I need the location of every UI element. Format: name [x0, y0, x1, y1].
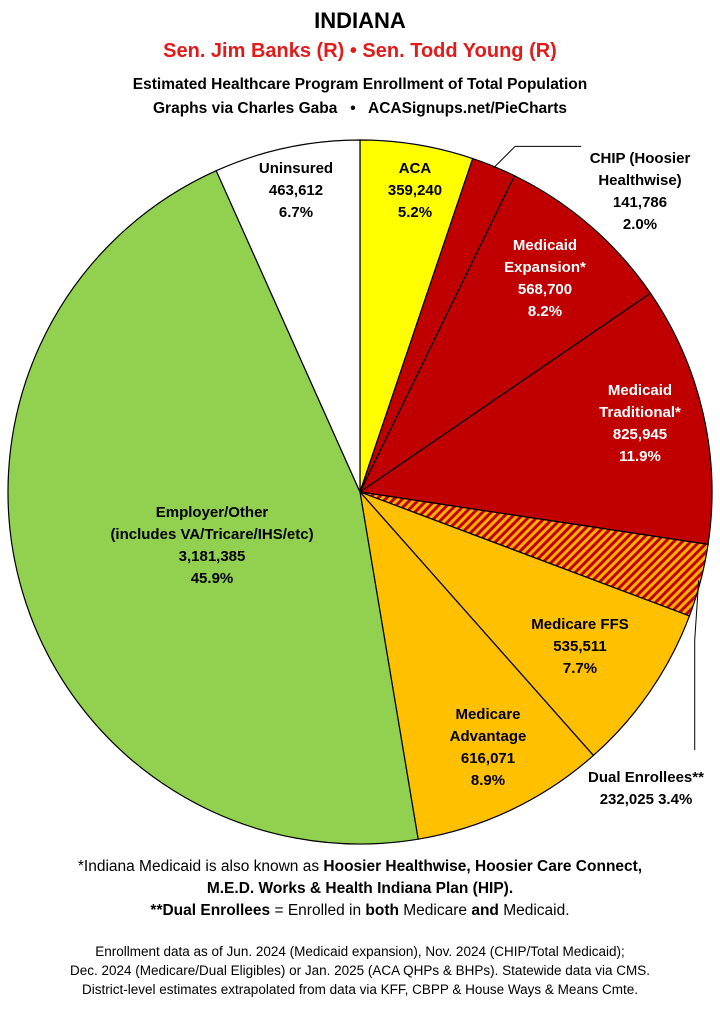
- pie-slice-medicaid-traditional: [358, 292, 713, 546]
- source-note: Enrollment data as of Jun. 2024 (Medicai…: [0, 942, 720, 999]
- slice-percent: 5.2%: [398, 204, 432, 221]
- slice-label-dual-enrollees: Dual Enrollees** 232,025 3.4%: [588, 769, 704, 808]
- slice-name-line: Advantage: [450, 728, 527, 745]
- pie-slice-medicare-ffs: [359, 491, 691, 757]
- chart-subtitle: Sen. Jim Banks (R) • Sen. Todd Young (R): [163, 40, 557, 62]
- slice-label-medicaid-expansion: Medicaid Expansion* 568,700 8.2%: [504, 237, 586, 320]
- slice-name-line: Medicaid: [608, 382, 672, 399]
- pie-chart: ACA 359,240 5.2% CHIP (Hoosier Healthwise) 14…: [7, 139, 713, 845]
- slice-label-medicaid-traditional: Medicaid Traditional* 825,945 11.9%: [599, 382, 681, 465]
- slice-percent: 11.9%: [619, 448, 661, 465]
- slice-name-line: Dual Enrollees**: [588, 769, 704, 786]
- slice-label-chip-hoosier-healthwise: CHIP (Hoosier Healthwise) 141,786 2.0%: [590, 150, 691, 233]
- slice-percent: 232,025 3.4%: [600, 791, 693, 808]
- pie-slice-medicare-advantage: [359, 490, 595, 840]
- footnote-dual-text-3: Medicaid.: [498, 902, 570, 919]
- slice-value: 616,071: [461, 750, 515, 767]
- slice-value: 359,240: [388, 182, 442, 199]
- chart-description: Estimated Healthcare Program Enrollment …: [132, 76, 588, 93]
- slice-name-line: Employer/Other: [156, 504, 269, 521]
- footnote-medicaid: *Indiana Medicaid is also known as Hoosi…: [0, 856, 720, 900]
- slice-name-line: Medicare FFS: [531, 616, 629, 633]
- slice-percent: 7.7%: [563, 660, 597, 677]
- slice-value: 535,511: [553, 638, 606, 655]
- footnote-medicaid-names-2: M.E.D. Works & Health Indiana Plan (HIP)…: [206, 880, 514, 897]
- footnote-dual-text-2: Medicare: [398, 902, 472, 919]
- slice-name-line: Uninsured: [259, 160, 333, 177]
- footnote-dual-both: both: [365, 902, 399, 919]
- chart-title: INDIANA: [314, 8, 406, 33]
- pie-slice-employer-other-includes-va-tricare-ihs-etc: [7, 169, 419, 845]
- slice-value: 568,700: [518, 281, 572, 298]
- leader-line-chip-hoosier-healthwise: [492, 145, 582, 169]
- slice-value: 825,945: [613, 426, 667, 443]
- source-line-2: Dec. 2024 (Medicare/Dual Eligibles) or J…: [70, 963, 650, 978]
- footnote-dual-text-1: = Enrolled in: [270, 902, 366, 919]
- pie-slice-uninsured: [215, 139, 361, 493]
- chart-credit: Graphs via Charles Gaba • ACASignups.net…: [153, 100, 567, 117]
- source-line-1: Enrollment data as of Jun. 2024 (Medicai…: [95, 944, 625, 959]
- slice-name-line: Healthwise): [598, 172, 681, 189]
- slice-name-line: Traditional*: [599, 404, 681, 421]
- slice-label-medicare-advantage: Medicare Advantage 616,071 8.9%: [450, 706, 527, 789]
- slice-name-line: (includes VA/Tricare/IHS/etc): [110, 526, 313, 543]
- slice-percent: 6.7%: [279, 204, 313, 221]
- slice-value: 463,612: [269, 182, 323, 199]
- footnote-medicaid-names: Hoosier Healthwise, Hoosier Care Connect…: [323, 858, 643, 875]
- footnote-dual-term: **Dual Enrollees: [150, 902, 271, 919]
- slice-name-line: Medicaid: [513, 237, 577, 254]
- footnote-dual: **Dual Enrollees = Enrolled in both Medi…: [0, 900, 720, 922]
- footnote-medicaid-intro: *Indiana Medicaid is also known as: [77, 858, 324, 875]
- slice-name-line: Expansion*: [504, 259, 586, 276]
- slice-label-aca: ACA 359,240 5.2%: [388, 160, 442, 221]
- slice-name-line: CHIP (Hoosier: [590, 150, 691, 167]
- slice-value: 3,181,385: [179, 548, 246, 565]
- slice-name-line: ACA: [399, 160, 432, 177]
- source-line-3: District-level estimates extrapolated fr…: [82, 982, 638, 997]
- leader-line-dual-enrollees: [694, 580, 700, 751]
- slice-percent: 2.0%: [623, 216, 657, 233]
- slice-percent: 8.9%: [471, 772, 505, 789]
- slice-label-medicare-ffs: Medicare FFS 535,511 7.7%: [531, 616, 629, 677]
- slice-percent: 8.2%: [528, 303, 562, 320]
- pie-slice-medicaid-expansion: [358, 174, 652, 494]
- slice-label-employer-other-includes-va-tricare-ihs-etc: Employer/Other (includes VA/Tricare/IHS/e…: [110, 504, 313, 587]
- slice-percent: 45.9%: [191, 570, 234, 587]
- footnote-dual-and: and: [471, 902, 499, 919]
- slice-value: 141,786: [613, 194, 667, 211]
- slice-name-line: Medicare: [455, 706, 520, 723]
- slice-label-uninsured: Uninsured 463,612 6.7%: [259, 160, 333, 221]
